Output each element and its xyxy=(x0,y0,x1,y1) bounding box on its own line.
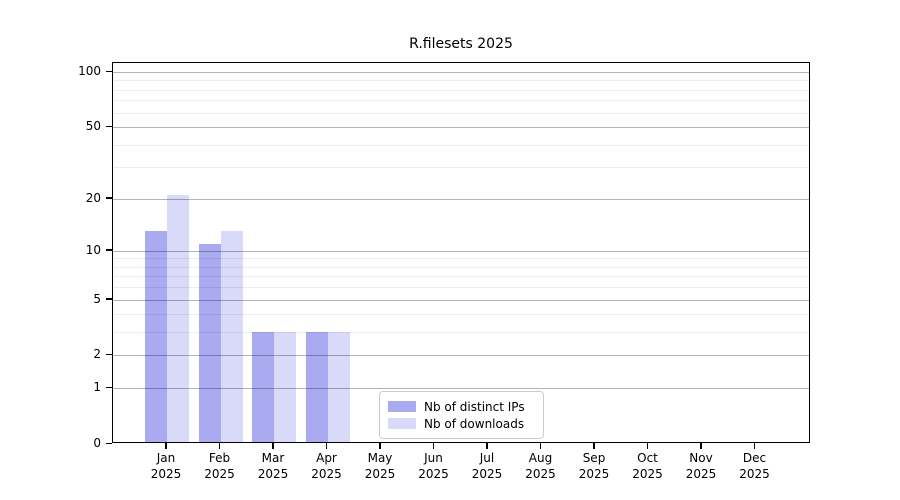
bar-nb-of-downloads-apr xyxy=(327,332,350,442)
x-tick-label-aug: Aug 2025 xyxy=(525,451,556,481)
x-tick-mark-dec xyxy=(753,443,756,449)
bar-nb-of-distinct-ips-apr xyxy=(305,332,328,442)
legend-item-downloads: Nb of downloads xyxy=(388,417,535,431)
y-tick-label-10: 10 xyxy=(85,242,101,257)
bar-nb-of-downloads-jan xyxy=(167,194,189,442)
gridline-minor-30 xyxy=(113,167,809,169)
x-tick-label-oct: Oct 2025 xyxy=(632,451,663,481)
x-tick-label-apr: Apr 2025 xyxy=(311,451,342,481)
y-tick-mark-2 xyxy=(106,353,112,356)
x-tick-mark-sep xyxy=(593,443,595,449)
x-tick-mark-mar xyxy=(272,443,274,449)
x-tick-mark-jun xyxy=(432,443,435,449)
y-tick-mark-100 xyxy=(106,70,112,73)
legend-swatch-distinct-ips xyxy=(388,401,416,412)
x-tick-label-nov: Nov 2025 xyxy=(685,451,717,481)
x-tick-mark-nov xyxy=(700,443,702,449)
x-tick-label-dec: Dec 2025 xyxy=(739,451,770,481)
bar-nb-of-distinct-ips-jan xyxy=(145,231,167,442)
y-tick-label-1: 1 xyxy=(93,380,101,395)
x-tick-mark-apr xyxy=(325,443,328,449)
x-tick-label-mar: Mar 2025 xyxy=(257,451,289,481)
x-tick-mark-may xyxy=(379,443,381,449)
gridline-major-20 xyxy=(113,198,809,200)
y-tick-mark-50 xyxy=(106,125,112,128)
legend-item-distinct-ips: Nb of distinct IPs xyxy=(388,400,535,414)
gridline-major-100 xyxy=(113,72,809,74)
y-tick-mark-1 xyxy=(106,386,112,389)
legend-label-distinct-ips: Nb of distinct IPs xyxy=(424,399,525,414)
gridline-minor-90 xyxy=(113,80,809,82)
y-tick-label-50: 50 xyxy=(85,119,101,134)
x-tick-mark-jan xyxy=(165,443,167,449)
bar-nb-of-distinct-ips-mar xyxy=(252,332,274,442)
gridline-major-50 xyxy=(113,127,809,129)
gridline-minor-40 xyxy=(113,144,809,146)
y-tick-label-5: 5 xyxy=(93,291,101,306)
chart-title: R.filesets 2025 xyxy=(409,36,513,52)
x-tick-label-jul: Jul 2025 xyxy=(471,451,503,481)
x-tick-label-feb: Feb 2025 xyxy=(204,451,235,481)
bar-nb-of-downloads-feb xyxy=(220,231,243,442)
y-tick-label-20: 20 xyxy=(85,190,101,205)
bar-nb-of-downloads-mar xyxy=(274,332,296,442)
y-tick-mark-20 xyxy=(106,197,112,199)
y-tick-mark-10 xyxy=(106,249,112,251)
x-tick-mark-jul xyxy=(486,443,488,449)
legend: Nb of distinct IPs Nb of downloads xyxy=(379,391,544,439)
gridline-minor-80 xyxy=(113,89,809,91)
x-tick-label-sep: Sep 2025 xyxy=(578,451,610,481)
gridline-minor-60 xyxy=(113,112,809,114)
legend-swatch-downloads xyxy=(388,418,416,429)
plot-area: Nb of distinct IPs Nb of downloads xyxy=(112,62,810,443)
y-tick-mark-0 xyxy=(106,442,112,444)
x-tick-mark-aug xyxy=(539,443,542,449)
y-tick-label-2: 2 xyxy=(93,347,101,362)
x-tick-label-may: May 2025 xyxy=(364,451,396,481)
plot-inner xyxy=(113,63,809,442)
x-tick-mark-feb xyxy=(218,443,221,449)
bar-nb-of-distinct-ips-feb xyxy=(198,243,221,442)
x-tick-mark-oct xyxy=(646,443,649,449)
x-tick-label-jan: Jan 2025 xyxy=(150,451,182,481)
y-tick-label-100: 100 xyxy=(78,64,101,79)
y-tick-mark-5 xyxy=(106,298,112,300)
gridline-minor-70 xyxy=(113,100,809,102)
legend-label-downloads: Nb of downloads xyxy=(424,416,525,431)
x-tick-label-jun: Jun 2025 xyxy=(418,451,449,481)
y-tick-label-0: 0 xyxy=(93,436,101,450)
